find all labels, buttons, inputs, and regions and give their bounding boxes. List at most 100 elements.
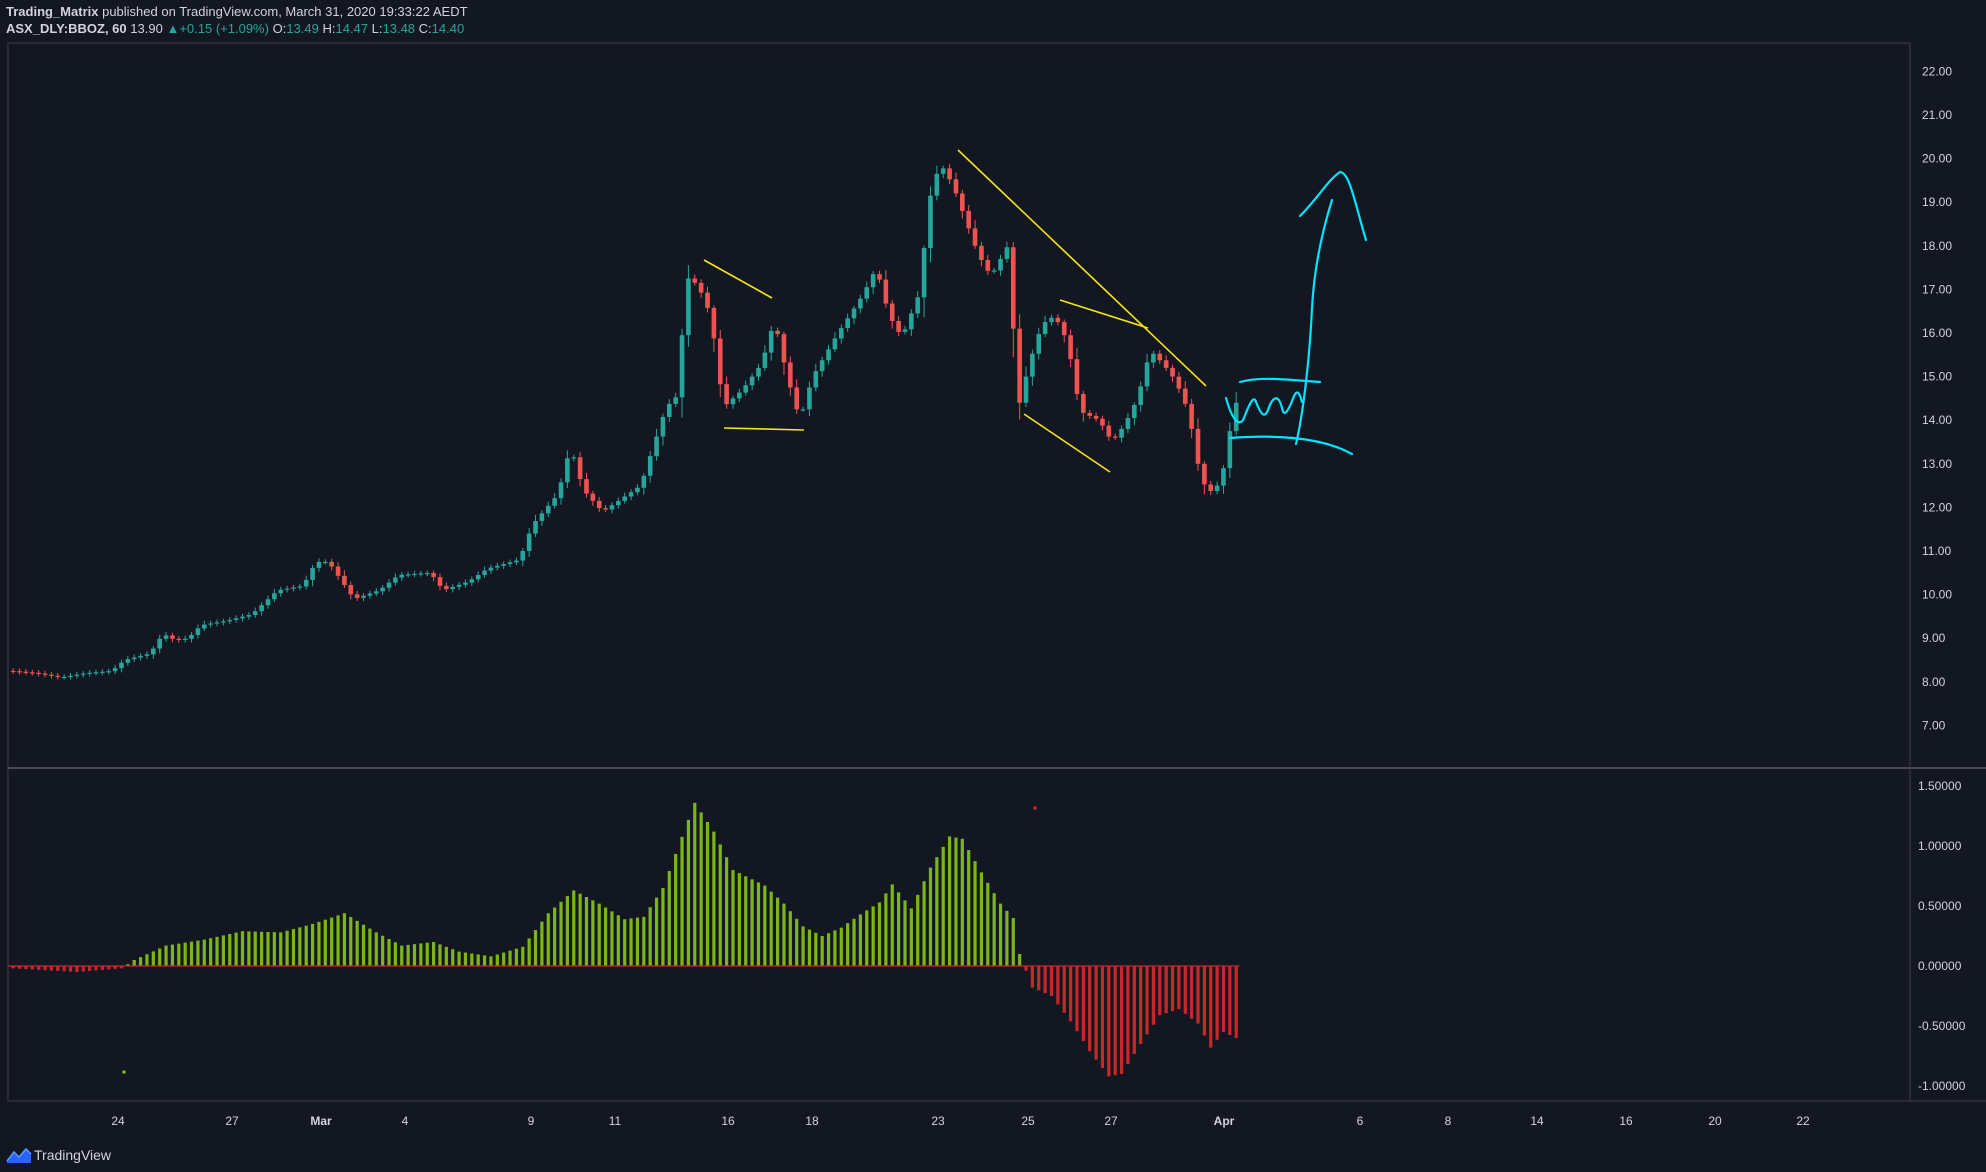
candle-body — [1100, 418, 1105, 426]
histogram-bar — [381, 935, 385, 966]
histogram-bar — [941, 846, 945, 966]
histogram-bar — [916, 894, 920, 966]
candle-body — [501, 564, 506, 566]
histogram-bar — [877, 902, 882, 966]
histogram-bar — [642, 916, 646, 966]
histogram-bar — [228, 934, 232, 966]
candle-body — [310, 567, 315, 580]
histogram-bar — [1145, 966, 1149, 1035]
price-tick-label: 16.00 — [1922, 326, 1952, 340]
histogram-bar — [425, 942, 429, 966]
trendline[interactable] — [1059, 299, 1149, 329]
tradingview-brand[interactable]: TradingView — [34, 1147, 112, 1163]
tradingview-logo-icon[interactable] — [6, 1146, 32, 1164]
histogram-bar — [756, 882, 761, 966]
candle-body — [354, 594, 360, 598]
candle-body — [208, 623, 213, 625]
histogram-bar — [221, 935, 225, 966]
candle-body — [902, 329, 908, 332]
trendline[interactable] — [723, 427, 805, 431]
signal-dot — [1033, 806, 1037, 810]
candle-body — [233, 618, 239, 620]
candle-body — [221, 621, 226, 623]
time-axis[interactable]: 24 27 Mar 4 9 11 16 18 23 25 27 Apr 6 8 14 16 20 22 — [111, 1114, 1810, 1128]
author-name[interactable]: Trading_Matrix — [6, 4, 99, 19]
candle-body — [214, 622, 220, 624]
histogram-bar — [1107, 966, 1111, 1077]
breakout-arrow[interactable] — [1294, 198, 1334, 446]
histogram-bar — [94, 966, 98, 971]
histogram-bar — [158, 948, 162, 966]
high-label: H: — [322, 21, 336, 36]
open-label: O: — [272, 21, 287, 36]
candle-body — [991, 270, 997, 272]
price-chart[interactable]: 7.00 8.00 9.00 10.00 11.00 12.00 13.00 14.00 15.… — [0, 0, 1986, 1140]
price-tick-label: 18.00 — [1922, 239, 1952, 253]
close-value: 14.40 — [431, 21, 465, 36]
histogram-bar — [43, 966, 47, 971]
oscillator-axis[interactable]: 1.50000 1.00000 0.50000 0.00000 -0.50000 -1.0… — [1918, 779, 1966, 1093]
candle-body — [463, 582, 468, 585]
histogram-bar — [935, 857, 939, 966]
histogram-bar — [412, 944, 417, 966]
yellow-trendlines — [703, 149, 1207, 473]
candle-body — [717, 338, 723, 385]
candle-body — [252, 611, 258, 616]
histogram-bar — [183, 942, 187, 966]
trendline[interactable] — [703, 259, 773, 299]
candle-body — [552, 498, 557, 506]
histogram-bar — [81, 966, 85, 972]
histogram-bar — [954, 837, 958, 966]
time-tick-label: 25 — [1021, 1114, 1035, 1128]
candle-body — [1144, 362, 1150, 387]
candle-body — [666, 403, 672, 417]
close-label: C: — [418, 21, 432, 36]
candle-body — [979, 245, 984, 260]
candle-body — [405, 574, 411, 576]
symbol-label[interactable]: ASX_DLY:BBOZ, 60 — [6, 21, 127, 36]
time-tick-label: 8 — [1445, 1114, 1452, 1128]
candle-body — [17, 671, 22, 673]
candle-body — [794, 387, 799, 410]
histogram-bar — [1164, 966, 1168, 1014]
candle-body — [23, 671, 29, 673]
candle-body — [291, 587, 296, 589]
time-tick-label: 22 — [1796, 1114, 1810, 1128]
trendline[interactable] — [1023, 413, 1111, 473]
histogram-bar — [37, 966, 41, 970]
candle-body — [170, 635, 175, 639]
histogram-bar — [138, 957, 143, 966]
candle-body — [112, 668, 118, 672]
support-arc[interactable] — [1228, 435, 1354, 456]
candle-body — [227, 619, 233, 622]
candle-body — [55, 675, 61, 678]
candle-body — [1119, 428, 1124, 438]
candle-body — [42, 673, 48, 675]
oscillator-tick-label: 0.00000 — [1918, 959, 1962, 973]
resistance-arc[interactable] — [1238, 377, 1322, 384]
histogram-bar — [909, 908, 913, 966]
price-axis[interactable]: 7.00 8.00 9.00 10.00 11.00 12.00 13.00 14.00 15.… — [1922, 64, 1952, 732]
histogram-bar — [476, 954, 480, 966]
candle-body — [590, 493, 596, 501]
trendline[interactable] — [957, 149, 1207, 387]
candle-body — [163, 635, 169, 639]
candle-body — [1138, 386, 1143, 405]
candle-body — [106, 671, 112, 673]
candle-body — [329, 561, 334, 567]
candle-body — [507, 562, 513, 565]
last-price: 13.90 — [130, 21, 163, 36]
candle-body — [1081, 394, 1086, 413]
candle-body — [380, 587, 385, 592]
arrow-head[interactable] — [1298, 170, 1368, 242]
candle-body — [201, 624, 207, 629]
histogram-bar — [795, 918, 799, 966]
histogram-bar — [686, 819, 691, 966]
candle-body — [571, 457, 577, 459]
candle-body — [1176, 376, 1182, 389]
consolidation-drawing[interactable] — [1224, 391, 1304, 424]
candle-body — [603, 508, 608, 510]
histogram-bar — [616, 915, 620, 966]
histogram-bar — [495, 954, 499, 966]
candle-body — [450, 586, 456, 590]
